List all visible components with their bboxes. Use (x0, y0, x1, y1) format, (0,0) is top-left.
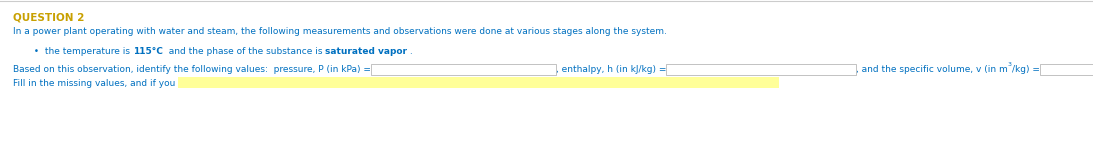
Text: 3: 3 (1008, 61, 1012, 66)
Text: select a value from the table, please write it down exactly like you see it from: select a value from the table, please wr… (178, 79, 778, 88)
Text: saturated vapor: saturated vapor (325, 47, 407, 56)
Text: •  the temperature is: • the temperature is (28, 47, 133, 56)
Text: and the phase of the substance is: and the phase of the substance is (163, 47, 325, 56)
Text: 115°C: 115°C (133, 47, 163, 56)
Text: .: . (407, 47, 413, 56)
Text: Based on this observation, identify the following values:  pressure, P (in kPa) : Based on this observation, identify the … (13, 65, 371, 74)
Text: , and the specific volume, v (in m: , and the specific volume, v (in m (856, 65, 1008, 74)
Text: /kg) =: /kg) = (1012, 65, 1039, 74)
Text: select a value from the table, please write it down exactly like you see it from: select a value from the table, please wr… (178, 79, 778, 88)
Text: , enthalpy, h (in kJ/kg) =: , enthalpy, h (in kJ/kg) = (556, 65, 667, 74)
Text: QUESTION 2: QUESTION 2 (13, 13, 84, 23)
Text: Fill in the missing values, and if you: Fill in the missing values, and if you (13, 79, 178, 88)
Text: In a power plant operating with water and steam, the following measurements and : In a power plant operating with water an… (13, 27, 667, 36)
